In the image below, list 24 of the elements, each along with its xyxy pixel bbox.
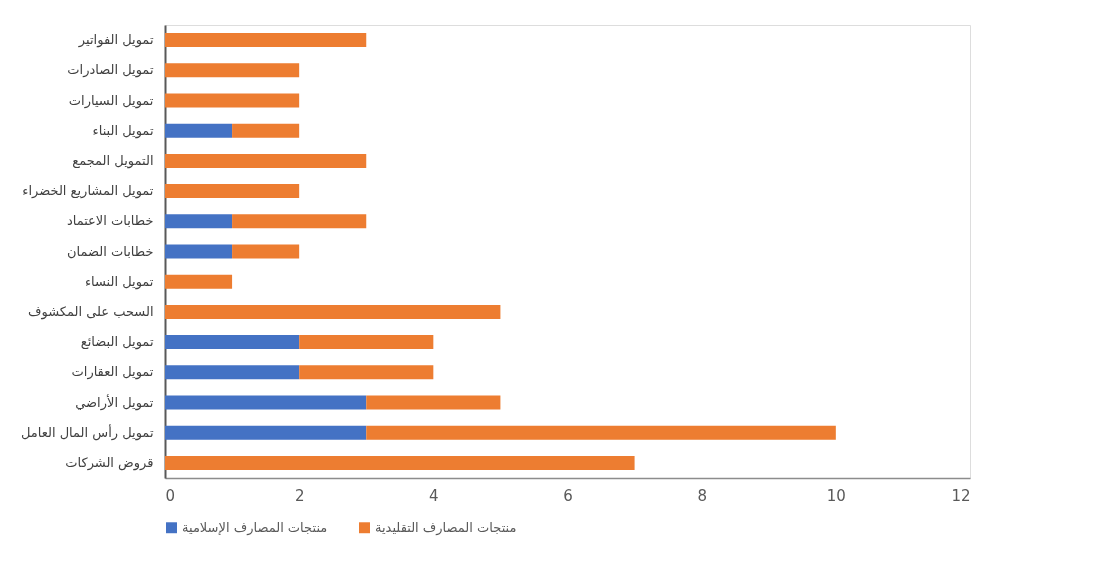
x-tick-label: 6 <box>563 486 573 505</box>
x-tick-label: 2 <box>294 486 305 505</box>
legend-label: منتجات المصارف التقليدية <box>375 519 517 536</box>
x-tick-label: 0 <box>165 486 176 505</box>
y-tick-label: تمويل المشاريع الخضراء <box>22 183 154 200</box>
x-tick-label: 8 <box>697 486 707 505</box>
x-tick-label: 10 <box>826 486 846 505</box>
x-tick-label: 4 <box>429 486 439 505</box>
y-tick-label: تمويل البضائع <box>80 334 154 351</box>
y-tick-label: قروض الشركات <box>65 454 154 471</box>
y-tick-label: تمويل السيارات <box>68 92 154 109</box>
y-tick-label: خطابات الضمان <box>67 243 154 259</box>
x-tick-label: 12 <box>951 486 971 505</box>
y-tick-label: تمويل الأراضي <box>75 393 154 411</box>
y-tick-label: السحب على المكشوف <box>27 303 154 320</box>
y-tick-label: خطابات الاعتماد <box>66 213 154 229</box>
y-tick-label: تمويل العقارات <box>71 364 154 381</box>
y-tick-label: تمويل النساء <box>84 273 154 290</box>
y-tick-label: تمويل الصادرات <box>67 62 154 79</box>
legend-label: منتجات المصارف الإسلامية <box>182 519 328 536</box>
y-tick-label: تمويل البناء <box>92 122 154 139</box>
y-tick-label: تمويل الفواتير <box>77 32 154 49</box>
y-tick-label: تمويل رأس المال العامل <box>20 423 154 441</box>
y-tick-label: التمويل المجمع <box>72 152 154 169</box>
